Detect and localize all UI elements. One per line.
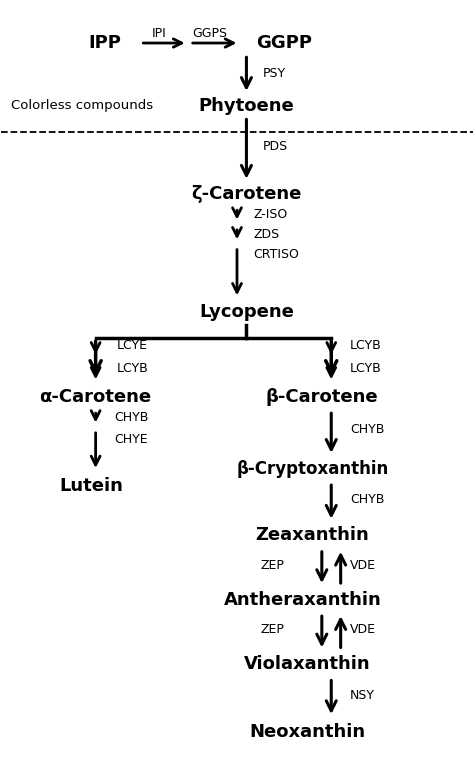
Text: LCYE: LCYE <box>117 340 148 353</box>
Text: α-Carotene: α-Carotene <box>39 388 152 406</box>
Text: Zeaxanthin: Zeaxanthin <box>255 526 369 544</box>
Text: LCYB: LCYB <box>350 363 382 375</box>
Text: IPP: IPP <box>89 34 121 52</box>
Text: β-Carotene: β-Carotene <box>265 388 378 406</box>
Text: PSY: PSY <box>263 67 286 80</box>
Text: Antheraxanthin: Antheraxanthin <box>224 591 382 609</box>
Text: ZDS: ZDS <box>254 228 280 241</box>
Text: VDE: VDE <box>350 559 376 572</box>
Text: CHYB: CHYB <box>350 423 384 436</box>
Text: Lycopene: Lycopene <box>199 302 294 321</box>
Text: Phytoene: Phytoene <box>199 97 294 115</box>
Text: IPI: IPI <box>152 27 167 40</box>
Text: Z-ISO: Z-ISO <box>254 208 288 221</box>
Text: CRTISO: CRTISO <box>254 248 300 261</box>
Text: CHYE: CHYE <box>115 432 148 445</box>
Text: ZEP: ZEP <box>260 623 284 636</box>
Text: PDS: PDS <box>263 141 288 154</box>
Text: GGPS: GGPS <box>192 27 228 40</box>
Text: LCYB: LCYB <box>350 340 382 353</box>
Text: ZEP: ZEP <box>260 559 284 572</box>
Text: Colorless compounds: Colorless compounds <box>11 100 153 112</box>
Text: ζ-Carotene: ζ-Carotene <box>191 185 301 204</box>
Text: CHYB: CHYB <box>350 493 384 506</box>
Text: Lutein: Lutein <box>59 477 123 495</box>
Text: Violaxanthin: Violaxanthin <box>245 655 371 673</box>
Text: VDE: VDE <box>350 623 376 636</box>
Text: GGPP: GGPP <box>256 34 312 52</box>
Text: CHYB: CHYB <box>115 411 149 424</box>
Text: Neoxanthin: Neoxanthin <box>250 723 366 741</box>
Text: NSY: NSY <box>350 689 375 702</box>
Text: LCYB: LCYB <box>117 363 148 375</box>
Text: β-Cryptoxanthin: β-Cryptoxanthin <box>236 461 389 478</box>
